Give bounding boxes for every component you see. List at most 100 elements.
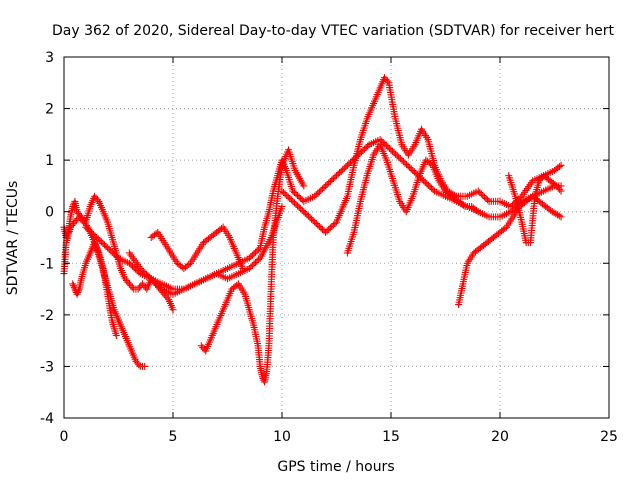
- data-point: [300, 208, 308, 216]
- data-point: [409, 166, 417, 174]
- trail-marker: [149, 276, 157, 284]
- x-tick-label: 0: [60, 429, 69, 445]
- data-point: [91, 192, 99, 200]
- trail-marker: [326, 178, 334, 186]
- trail-marker: [295, 193, 303, 201]
- trail-marker: [74, 289, 82, 297]
- trail-marker: [163, 294, 171, 302]
- trail-marker: [135, 361, 143, 369]
- trail-marker: [290, 199, 298, 207]
- trail-marker: [318, 185, 326, 193]
- data-point: [387, 146, 395, 154]
- trail-marker: [110, 250, 118, 258]
- y-tick-label: -4: [40, 411, 54, 427]
- trail-marker: [290, 189, 298, 197]
- trail-marker: [410, 168, 418, 176]
- data-point: [557, 187, 565, 195]
- trail-marker: [133, 359, 141, 367]
- trail-marker: [143, 270, 151, 278]
- data-point: [197, 342, 205, 350]
- trail-marker: [248, 261, 256, 269]
- trail-marker: [555, 163, 563, 171]
- data-point: [322, 182, 330, 190]
- trail-marker: [314, 221, 322, 229]
- trail-marker: [292, 200, 300, 208]
- trail-marker: [253, 247, 261, 255]
- data-point: [507, 203, 515, 211]
- trail-marker: [473, 206, 481, 214]
- data-point: [553, 182, 561, 190]
- trail-marker: [91, 232, 99, 240]
- trail-marker: [107, 247, 115, 255]
- trail-marker: [199, 344, 207, 352]
- data-point: [82, 223, 90, 231]
- trail-marker: [342, 163, 350, 171]
- trail-marker: [320, 183, 328, 191]
- trail-marker: [382, 141, 390, 149]
- data-markers: [60, 74, 565, 386]
- trail-marker: [403, 161, 411, 169]
- trail-marker: [404, 162, 412, 170]
- trail-marker: [152, 279, 160, 287]
- y-tick-label: 1: [45, 153, 54, 169]
- trail-marker: [139, 267, 147, 275]
- data-point: [278, 187, 286, 195]
- trail-marker: [424, 181, 432, 189]
- trail-marker: [329, 175, 337, 183]
- trail-marker: [152, 230, 160, 238]
- trail-marker: [418, 175, 426, 183]
- trail-marker: [328, 176, 336, 184]
- data-point: [474, 187, 482, 195]
- data-point: [289, 197, 297, 205]
- trail-marker: [325, 179, 333, 187]
- trail-marker: [359, 147, 367, 155]
- data-point: [67, 223, 75, 231]
- trail-marker: [477, 190, 485, 198]
- trail-marker: [364, 142, 372, 150]
- data-point: [322, 228, 330, 236]
- data-point: [132, 357, 140, 365]
- trail-marker: [314, 189, 322, 197]
- trail-marker: [399, 158, 407, 166]
- trail-marker: [287, 196, 295, 204]
- trail-marker: [382, 75, 390, 83]
- trail-marker: [357, 148, 365, 156]
- data-point: [289, 187, 297, 195]
- data-point: [311, 218, 319, 226]
- data-point: [239, 264, 247, 272]
- data-point: [343, 161, 351, 169]
- data-point: [398, 156, 406, 164]
- trail-marker: [537, 175, 545, 183]
- trail-marker: [97, 238, 105, 246]
- data-point: [71, 218, 79, 226]
- trail-marker: [292, 190, 300, 198]
- series-track-k: [505, 172, 565, 247]
- data-point: [112, 331, 120, 339]
- trail-marker: [427, 184, 435, 192]
- trail-marker: [326, 224, 334, 232]
- trail-marker: [334, 170, 342, 178]
- series-track-g: [197, 146, 308, 386]
- trail-marker: [347, 158, 355, 166]
- trail-marker: [421, 178, 429, 186]
- trail-marker: [297, 205, 305, 213]
- trail-marker: [153, 281, 161, 289]
- plot-frame: [63, 56, 610, 419]
- trail-marker: [93, 196, 101, 204]
- trail-marker: [345, 160, 353, 168]
- trail-marker: [407, 165, 415, 173]
- data-point: [169, 306, 177, 314]
- trail-marker: [339, 166, 347, 174]
- data-point: [136, 264, 144, 272]
- series-track-i: [343, 141, 482, 257]
- trail-marker: [127, 282, 135, 290]
- trail-marker: [323, 180, 331, 188]
- y-tick-label: -3: [40, 359, 54, 375]
- trail-marker: [96, 236, 104, 244]
- trail-marker: [312, 191, 320, 199]
- data-point: [134, 285, 142, 293]
- trail-marker: [185, 261, 193, 269]
- axes: 0 5 10 15 20 25 -4 -3 -2 -1 0 1 2 3: [40, 50, 618, 445]
- trail-marker: [294, 202, 302, 210]
